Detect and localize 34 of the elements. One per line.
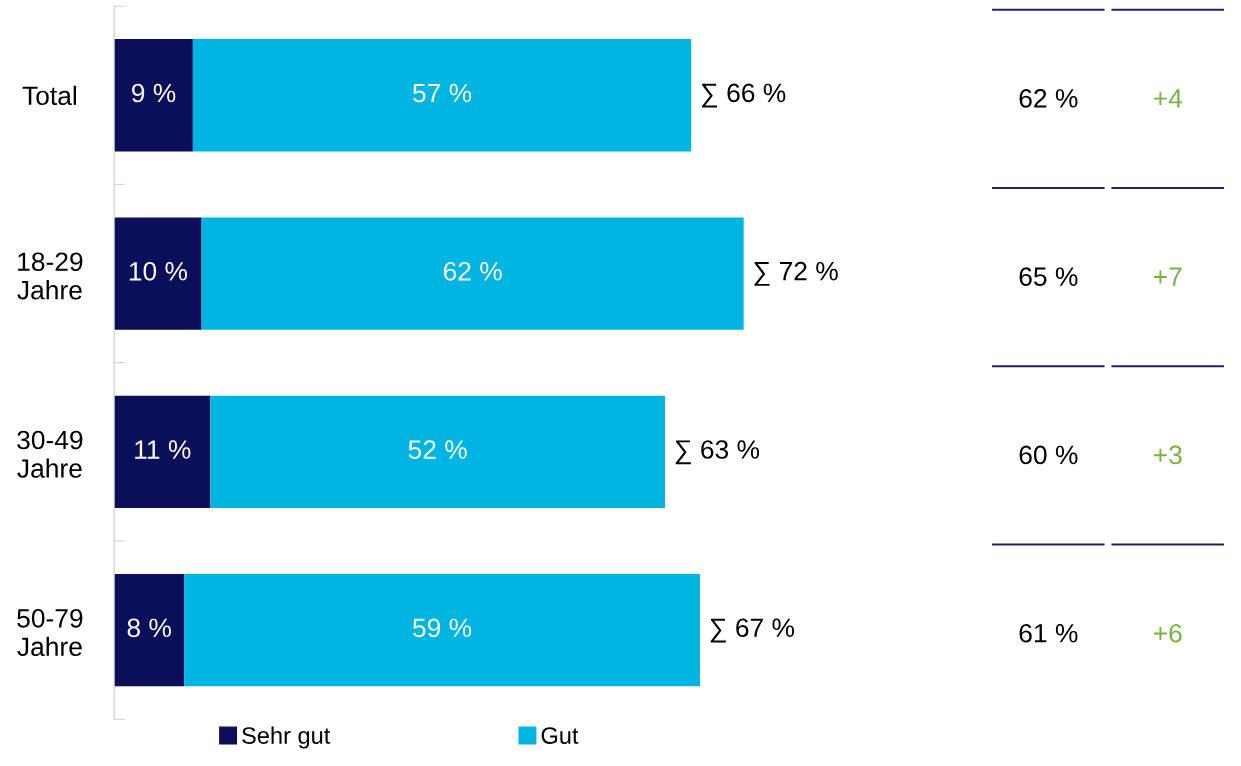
text: +6	[1154, 623, 1182, 643]
y-tick-label: Total	[22, 85, 76, 106]
bar	[114, 395, 211, 508]
bar	[114, 217, 202, 330]
text: +3	[1154, 445, 1182, 465]
bar	[184, 573, 700, 687]
data-label: 62 %	[443, 261, 502, 281]
total-label: ∑ 63 %	[675, 440, 760, 465]
data-label: 52 %	[408, 440, 467, 459]
data-label: 10 %	[129, 261, 188, 281]
total-label: ∑ 72 %	[754, 261, 838, 286]
total-label: ∑ 67 %	[710, 618, 795, 643]
data-label: 11 %	[135, 440, 191, 459]
legend-label: Gut	[541, 727, 579, 744]
text: 62 %	[1019, 89, 1078, 108]
data-label: 57 %	[413, 83, 472, 103]
y-tick-label: 50-79 Jahre	[17, 608, 83, 657]
bar	[192, 39, 692, 152]
text: +4	[1154, 89, 1183, 108]
text: 65 %	[1019, 267, 1078, 286]
y-tick-label: 18-29 Jahre	[17, 252, 83, 300]
bar	[201, 217, 744, 330]
legend-label: Sehr gut	[242, 726, 331, 749]
data-label: 59 %	[413, 618, 472, 638]
y-tick-label: 30-49 Jahre	[17, 430, 83, 478]
text: +7	[1154, 267, 1182, 286]
bar	[114, 573, 185, 687]
bar	[210, 395, 665, 508]
data-label: 8 %	[127, 618, 171, 638]
total-label: ∑ 66 %	[701, 83, 786, 108]
text: 60 %	[1019, 445, 1078, 465]
text: 61 %	[1019, 623, 1078, 643]
data-label: 9 %	[132, 83, 176, 103]
bar	[114, 39, 193, 152]
